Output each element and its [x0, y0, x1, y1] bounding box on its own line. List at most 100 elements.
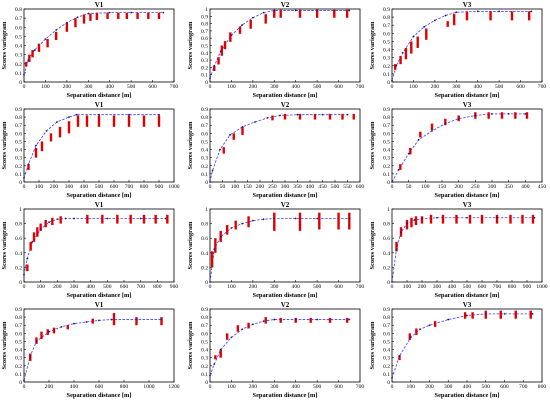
- model-point: [503, 312, 506, 315]
- x-tick-label: 600: [500, 384, 509, 390]
- model-point: [219, 348, 222, 351]
- variogram-point: [345, 317, 349, 323]
- x-tick-label: 0: [391, 84, 394, 90]
- x-tick-label: 500: [313, 84, 322, 90]
- variogram-point: [65, 22, 69, 32]
- chart-title: V1: [95, 201, 104, 209]
- y-tick-label: 0.4: [201, 251, 208, 257]
- model-curve: [391, 11, 532, 81]
- x-tick-label: 600: [334, 384, 343, 390]
- variogram-point: [106, 12, 109, 20]
- x-tick-label: 800: [508, 284, 517, 290]
- variogram-point: [465, 11, 469, 21]
- variogram-point: [416, 36, 419, 48]
- y-tick-label: 0: [205, 380, 208, 386]
- x-tick-label: 0: [23, 384, 26, 390]
- x-tick-label: 300: [488, 184, 497, 190]
- x-tick-label: 800: [140, 184, 149, 190]
- model-curve: [209, 114, 348, 183]
- model-point: [294, 318, 297, 321]
- model-point: [87, 12, 90, 15]
- variogram-point: [229, 32, 232, 42]
- variogram-point: [318, 212, 321, 230]
- x-tick-label: 200: [425, 384, 434, 390]
- variogram-point: [480, 214, 484, 224]
- variogram-panel-5: V20 50 100 150 200 250 300 350 400 450 500 550 60000…: [187, 101, 364, 199]
- y-tick-label: 0.3: [383, 56, 390, 62]
- x-tick-label: 200: [53, 284, 62, 290]
- variogram-point: [135, 317, 138, 326]
- y-tick-label: 0: [387, 80, 390, 86]
- variogram-point: [509, 214, 512, 224]
- y-tick-label: 1: [19, 207, 22, 213]
- variogram-point: [142, 214, 146, 224]
- y-tick-label: 0.5: [15, 339, 22, 345]
- x-tick-label: 100: [409, 84, 418, 90]
- variogram-point: [116, 214, 119, 224]
- chart-title: V3: [463, 301, 472, 309]
- variogram-point: [315, 9, 319, 18]
- model-point: [316, 318, 319, 321]
- model-point: [64, 217, 67, 220]
- x-tick-label: 400: [521, 184, 530, 190]
- x-tick-label: 400: [70, 384, 79, 390]
- y-tick-label: 0.1: [15, 372, 22, 378]
- y-tick-label: 0.9: [15, 307, 22, 313]
- y-tick-label: 0.8: [383, 315, 390, 321]
- model-point: [273, 9, 276, 12]
- variogram-point: [40, 331, 43, 340]
- x-tick-label: 450: [538, 184, 547, 190]
- x-tick-label: 50: [406, 184, 412, 190]
- chart-title: V2: [281, 301, 290, 309]
- variogram-point: [409, 147, 412, 155]
- variogram-point: [514, 310, 517, 319]
- variogram-point: [85, 115, 89, 127]
- model-point: [262, 11, 265, 14]
- x-tick-label: 400: [292, 384, 301, 390]
- model-curve: [391, 113, 526, 183]
- model-point: [412, 35, 415, 38]
- variogram-point: [67, 121, 71, 134]
- x-axis-label: Separation distance [m]: [435, 92, 500, 99]
- x-tick-label: 200: [249, 84, 258, 90]
- y-tick-label: 0.4: [383, 251, 390, 257]
- model-point: [209, 281, 211, 283]
- model-curve: [209, 10, 350, 79]
- y-tick-label: 0.9: [15, 107, 22, 113]
- x-tick-label: 700: [519, 384, 528, 390]
- y-tick-label: 0.2: [201, 265, 208, 271]
- x-tick-label: 0: [391, 184, 394, 190]
- y-tick-label: 0.7: [383, 323, 390, 329]
- y-tick-label: 0.6: [15, 25, 22, 31]
- x-axis-label: Separation distance [m]: [435, 292, 500, 299]
- variogram-point: [154, 214, 157, 224]
- model-point: [476, 10, 479, 13]
- variogram-point: [46, 39, 49, 48]
- variogram-point: [82, 14, 86, 24]
- model-curve: [209, 218, 350, 283]
- x-tick-label: 250: [268, 184, 277, 190]
- model-point: [391, 377, 393, 379]
- x-axis-label: Separation distance [m]: [253, 392, 318, 399]
- variogram-point: [136, 12, 139, 20]
- x-tick-label: 200: [249, 284, 258, 290]
- model-point: [524, 112, 527, 115]
- y-tick-label: 0.6: [201, 131, 208, 137]
- y-tick-label: 0.2: [201, 65, 208, 71]
- variogram-point: [91, 318, 94, 324]
- variogram-point: [298, 113, 302, 120]
- y-axis-label: Scores variogram: [1, 221, 8, 270]
- x-tick-label: 400: [306, 184, 315, 190]
- variogram-point: [468, 214, 472, 224]
- x-tick-label: 300: [270, 284, 279, 290]
- variogram-panel-2: V2 0 100 200 300 400 500 600 700 00.1 0.20.30.40.5…: [187, 1, 364, 99]
- variogram-point: [499, 310, 502, 319]
- y-tick-label: 0.3: [383, 156, 390, 162]
- y-tick-label: 0.3: [15, 156, 22, 162]
- variogram-point: [232, 133, 235, 140]
- model-point: [106, 217, 109, 220]
- x-tick-label: 100: [36, 284, 45, 290]
- model-point: [401, 51, 404, 54]
- variogram-point: [217, 57, 220, 65]
- plot-frame: [391, 8, 543, 83]
